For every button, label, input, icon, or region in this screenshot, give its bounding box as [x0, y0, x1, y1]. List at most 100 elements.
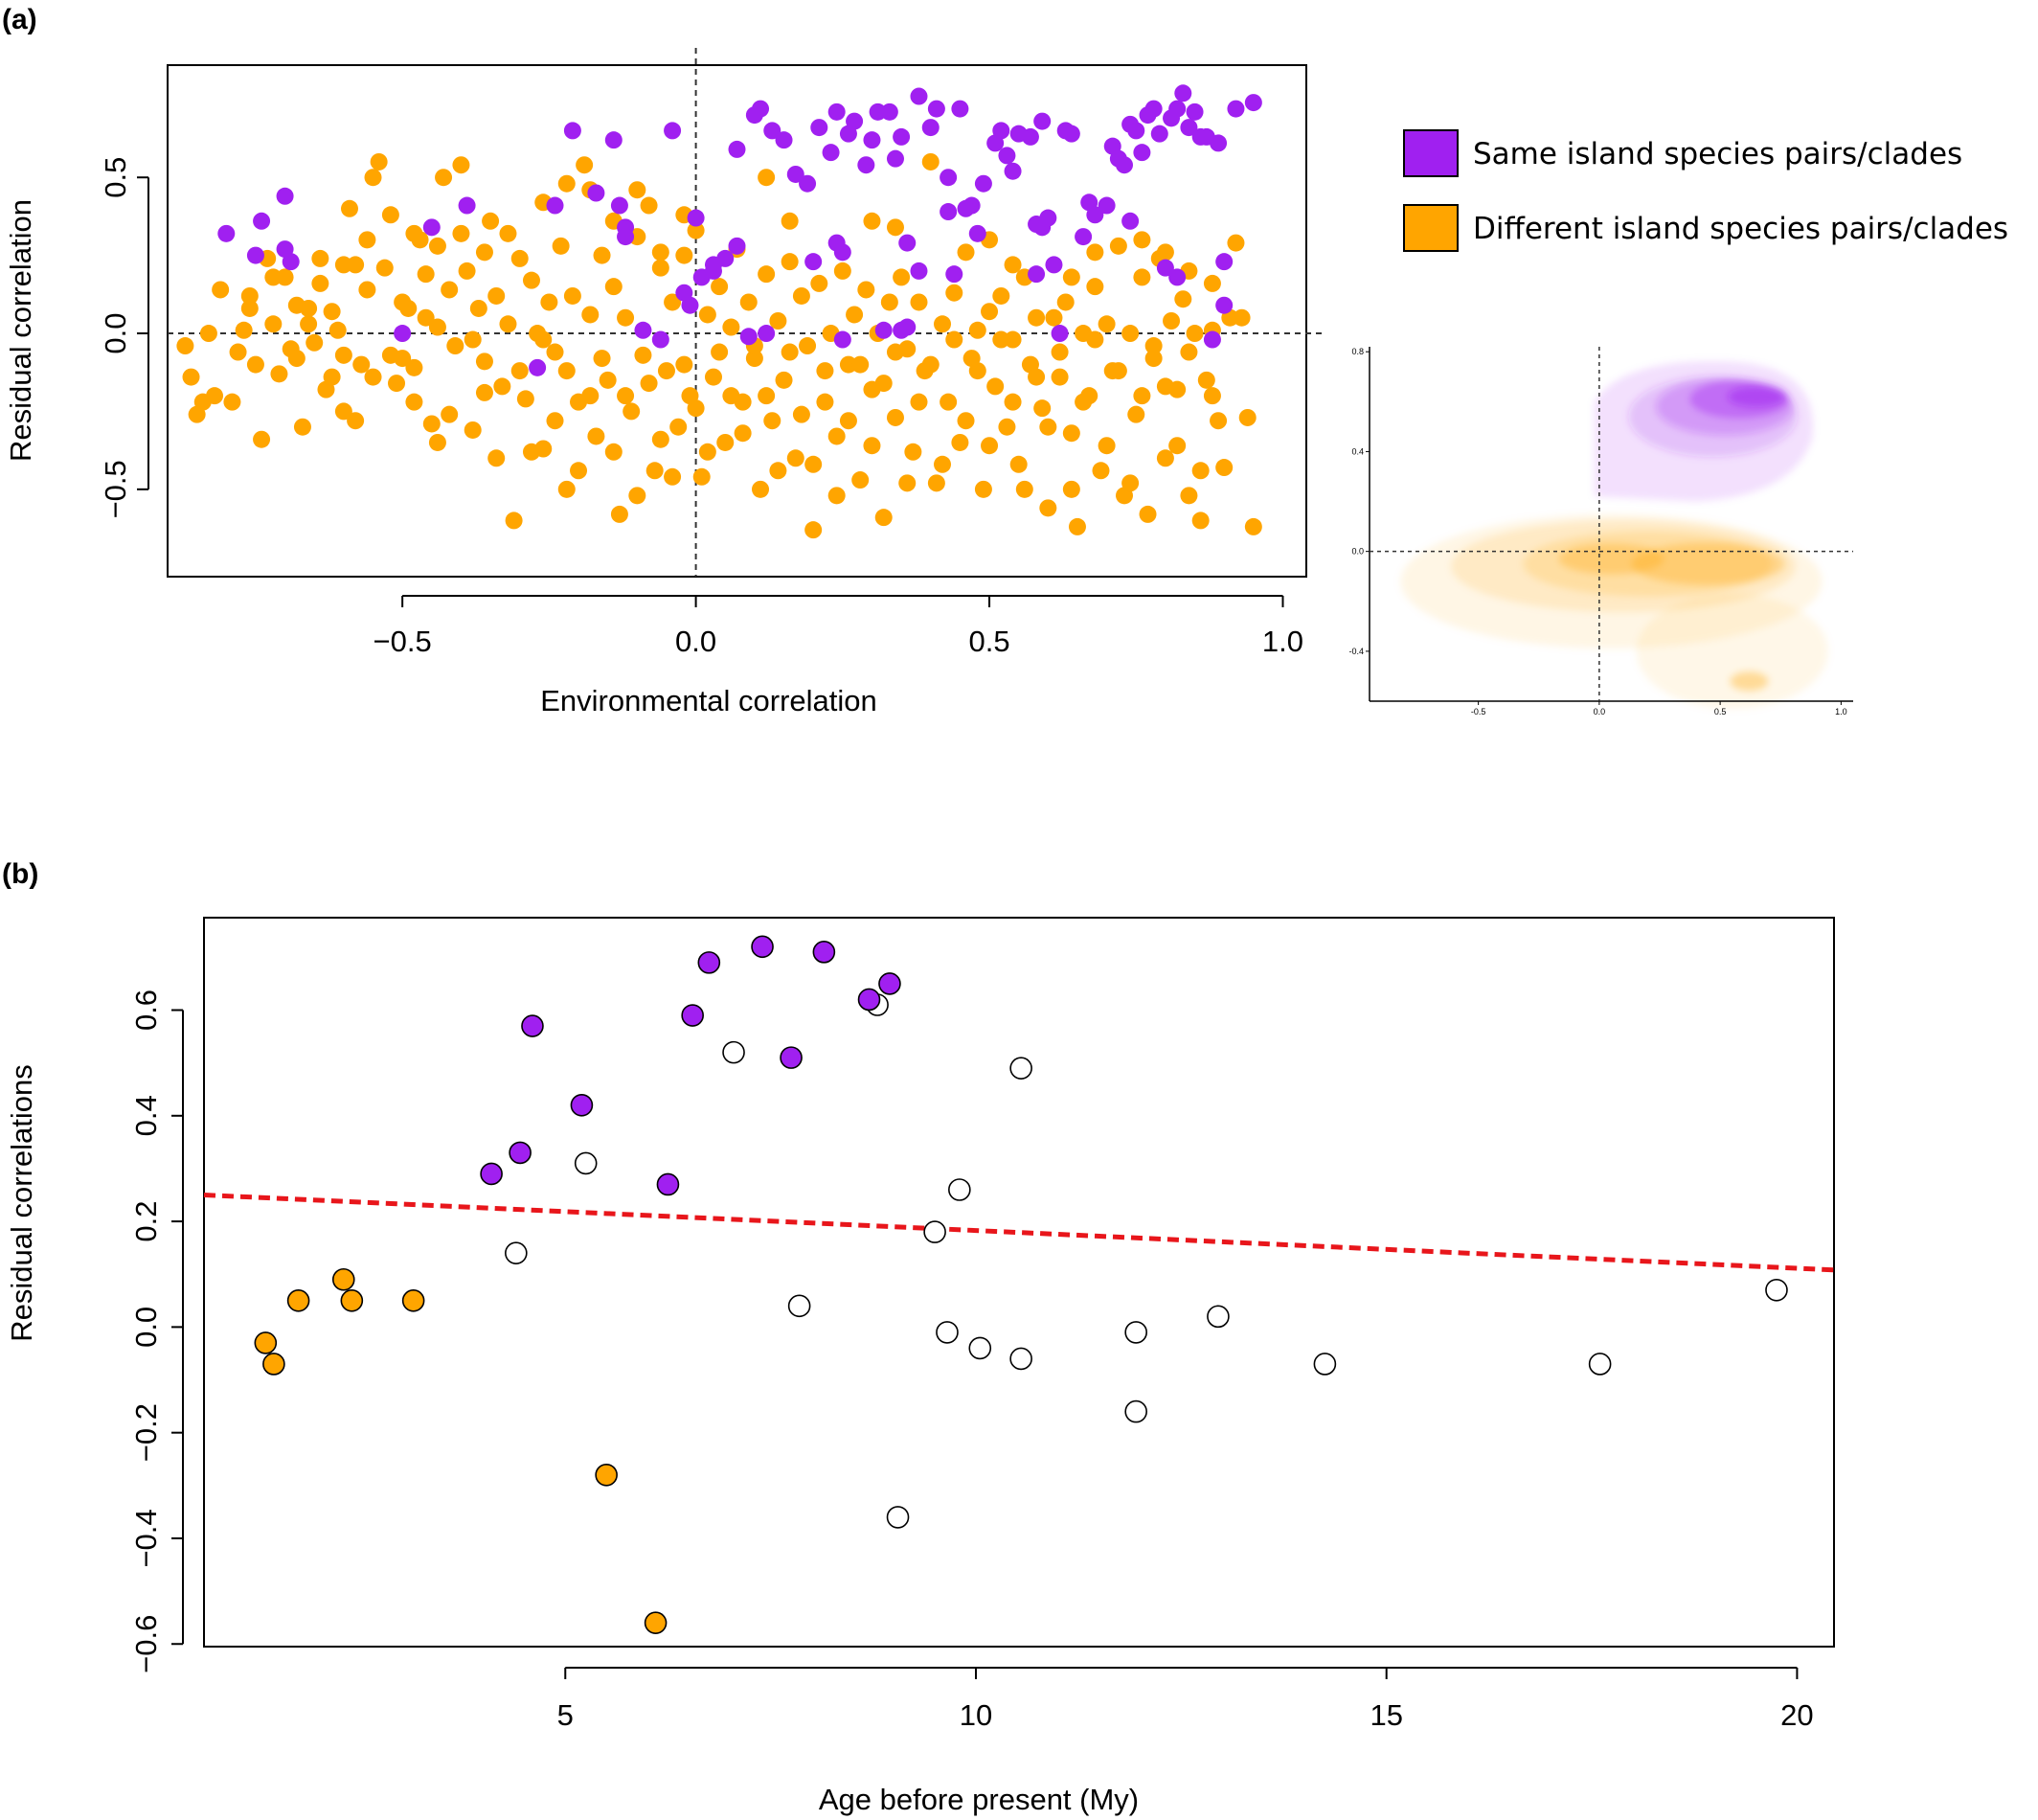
- different-island-point: [1233, 308, 1251, 327]
- y-tick-label: 0.0: [129, 1307, 163, 1348]
- same-island-point: [1127, 122, 1145, 140]
- different-island-point: [669, 418, 688, 436]
- different-island-point: [880, 293, 898, 311]
- same-island-point: [634, 321, 652, 339]
- different-island-point: [981, 303, 999, 321]
- different-island-point: [758, 265, 776, 284]
- different-island-point: [475, 243, 493, 262]
- different-island-point: [1156, 449, 1174, 467]
- different-island-point: [1068, 517, 1086, 535]
- different-island-point: [640, 375, 658, 393]
- different-island-point: [745, 350, 763, 368]
- legend: Same island species pairs/clades Differe…: [1403, 129, 2008, 252]
- different-island-point: [499, 315, 517, 333]
- same-island-point: [752, 100, 770, 118]
- different-island-point: [874, 509, 893, 527]
- same-island-point: [681, 1004, 704, 1027]
- y-tick-label: 0.4: [129, 1095, 163, 1136]
- different-island-point: [657, 362, 675, 380]
- different-island-point: [1009, 455, 1028, 473]
- different-island-point: [1086, 330, 1104, 349]
- different-island-point: [223, 393, 241, 411]
- orange-density-level: [1636, 593, 1828, 709]
- different-island-point: [1203, 387, 1221, 405]
- different-island-point: [1033, 399, 1052, 418]
- x-tick-label: 1.0: [1262, 625, 1303, 658]
- different-island-point: [399, 299, 418, 317]
- different-island-point: [651, 430, 669, 448]
- different-island-point: [422, 415, 441, 433]
- different-island-point: [804, 455, 823, 473]
- different-island-point: [487, 286, 506, 305]
- different-island-point: [951, 433, 969, 451]
- same-island-point: [940, 169, 958, 187]
- different-island-point: [563, 286, 581, 305]
- different-island-point: [1121, 325, 1140, 343]
- x-tick-label: 0.0: [675, 625, 716, 658]
- different-island-point: [758, 387, 776, 405]
- same-island-point: [1186, 102, 1204, 121]
- different-island-point: [904, 443, 922, 461]
- different-island-point: [934, 455, 952, 473]
- same-island-point: [1180, 119, 1198, 137]
- same-island-point: [739, 328, 758, 346]
- different-island-point: [287, 350, 306, 368]
- different-island-point: [1156, 243, 1174, 262]
- different-island-point: [428, 237, 446, 255]
- different-island-point: [370, 152, 388, 171]
- different-island-point: [264, 315, 283, 333]
- same-island-point: [282, 253, 300, 271]
- different-island-point: [254, 1331, 278, 1354]
- same-island-point: [1028, 265, 1046, 284]
- different-island-point: [1062, 424, 1080, 443]
- y-tick-label: −0.4: [129, 1509, 163, 1567]
- different-island-point: [893, 268, 911, 286]
- y-tick-label: −0.6: [129, 1615, 163, 1673]
- same-island-point: [974, 174, 992, 193]
- orange-density-level: [1631, 542, 1785, 585]
- different-island-point: [300, 299, 318, 317]
- y-tick-label: −0.2: [129, 1403, 163, 1462]
- same-island-point: [874, 321, 893, 339]
- different-island-point: [493, 377, 511, 396]
- different-island-point: [375, 259, 394, 277]
- different-island-point: [522, 271, 540, 289]
- different-island-point: [752, 480, 770, 498]
- different-island-point: [827, 427, 846, 445]
- x-tick-label: 5: [557, 1698, 574, 1732]
- different-island-point: [898, 474, 917, 492]
- different-island-point: [499, 224, 517, 242]
- different-island-point: [781, 253, 799, 271]
- different-island-point: [212, 281, 230, 299]
- different-island-point: [1139, 505, 1157, 523]
- different-island-point: [441, 281, 459, 299]
- same-island-point: [775, 131, 793, 149]
- legend-swatch-same-island: [1403, 129, 1459, 177]
- different-island-point: [381, 206, 399, 224]
- different-island-point: [1051, 343, 1069, 361]
- different-island-point: [1180, 343, 1198, 361]
- different-island-point: [546, 343, 564, 361]
- different-island-point: [763, 412, 781, 430]
- y-tick-label: 0.5: [99, 157, 132, 198]
- different-island-point: [262, 1353, 285, 1376]
- different-island-point: [1109, 362, 1127, 380]
- same-island-point: [968, 224, 986, 242]
- inset-y-tick-label: -0.4: [1348, 647, 1364, 656]
- inset-x-tick-label: 0.5: [1714, 707, 1727, 717]
- same-island-point: [697, 951, 721, 974]
- same-island-point: [751, 935, 774, 959]
- different-island-point: [435, 169, 453, 187]
- same-island-point: [1244, 94, 1262, 112]
- same-island-point: [480, 1162, 503, 1186]
- different-island-point: [417, 308, 435, 327]
- purple-density: [1594, 361, 1814, 502]
- different-island-point: [957, 412, 975, 430]
- different-island-point: [388, 375, 406, 393]
- plot-frame: [167, 64, 1307, 578]
- x-tick-label: 10: [960, 1698, 992, 1732]
- different-island-point: [986, 377, 1005, 396]
- plot-frame: [203, 917, 1835, 1648]
- same-island-point: [604, 131, 623, 149]
- different-island-point: [323, 303, 341, 321]
